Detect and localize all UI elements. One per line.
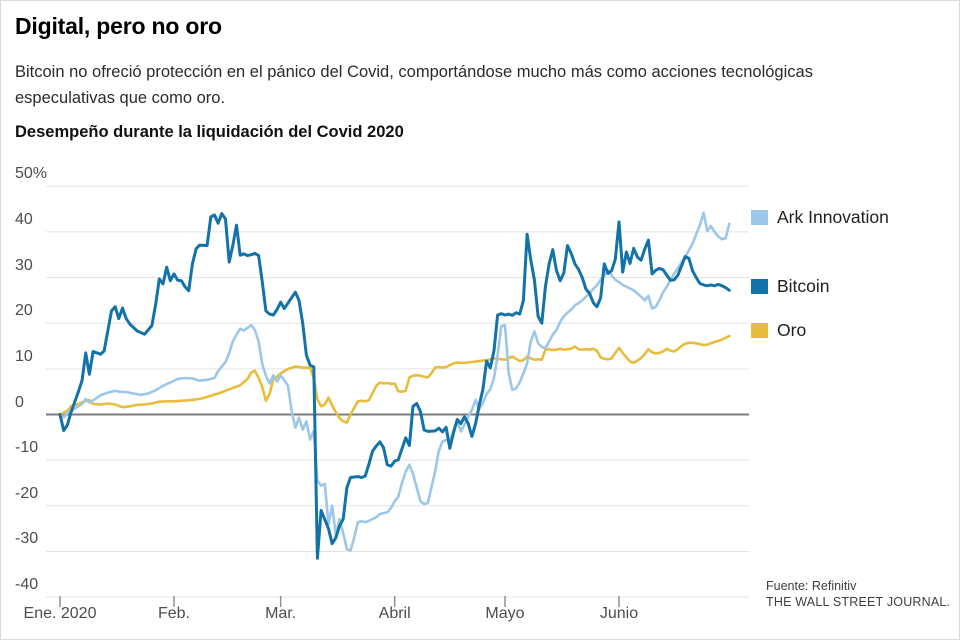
page-title: Digital, pero no oro <box>15 13 222 39</box>
x-axis-label: Abril <box>378 605 411 622</box>
x-axis-label: Feb. <box>157 605 190 622</box>
chart-subtitle: Bitcoin no ofreció protección en el páni… <box>15 63 813 107</box>
y-axis-label: -40 <box>15 576 39 594</box>
x-axis-label: Mar. <box>265 605 297 622</box>
legend-item-oro: Oro <box>751 320 806 341</box>
y-axis-label: -20 <box>15 484 39 502</box>
x-axis-label: Junio <box>599 605 639 622</box>
y-axis-label: 0 <box>15 393 24 411</box>
series-line-ark-innovation <box>58 211 731 552</box>
ark-innovation-swatch <box>751 210 768 225</box>
x-axis-label: Mayo <box>485 605 525 622</box>
series-line-oro <box>58 334 731 425</box>
y-axis-label: 40 <box>15 210 33 228</box>
legend-label-bitcoin: Bitcoin <box>777 276 830 296</box>
y-axis-label: 10 <box>15 347 33 365</box>
y-axis-label: 30 <box>15 256 33 274</box>
legend-item-bitcoin: Bitcoin <box>751 276 830 297</box>
oro-swatch <box>751 323 768 338</box>
wsj-credit: THE WALL STREET JOURNAL. <box>766 595 951 609</box>
source-line: Fuente: Refinitiv <box>766 579 857 593</box>
bitcoin-swatch <box>751 279 768 294</box>
legend-label-ark: Ark Innovation <box>777 207 889 227</box>
x-axis-label: Ene. 2020 <box>23 605 97 622</box>
y-axis-label: -30 <box>15 530 39 548</box>
legend-item-ark: Ark Innovation <box>751 207 889 228</box>
source-attribution: Fuente: Refinitiv THE WALL STREET JOURNA… <box>766 578 956 610</box>
y-axis-label: -10 <box>15 439 39 457</box>
y-axis-label: 50% <box>15 165 48 183</box>
chart-section-label: Desempeño durante la liquidación del Cov… <box>15 123 404 141</box>
series-line-bitcoin <box>58 212 731 560</box>
legend-label-oro: Oro <box>777 320 807 340</box>
y-axis-label: 20 <box>15 302 33 320</box>
